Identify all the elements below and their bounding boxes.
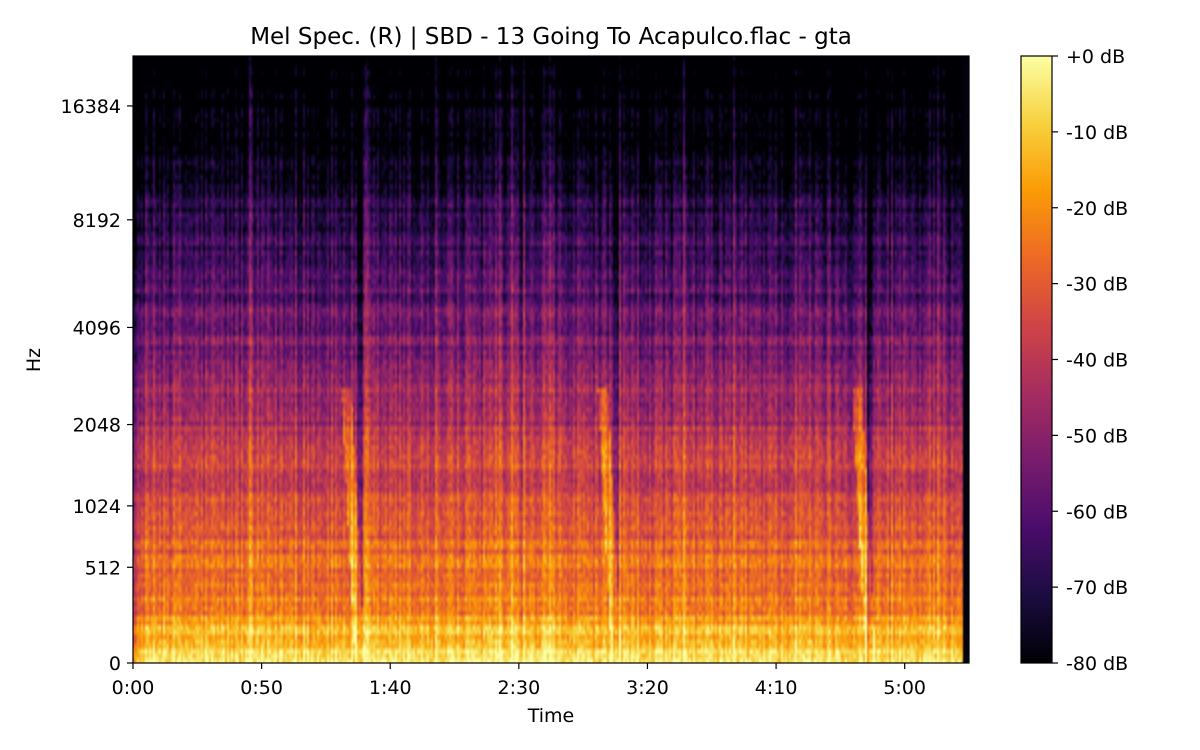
colorbar: +0 dB -10 dB -20 dB -30 dB -40 dB -50 dB -60 d… bbox=[1020, 46, 1128, 675]
x-tick-label: 3:20 bbox=[626, 677, 669, 699]
colorbar-tick-label: +0 dB bbox=[1066, 46, 1125, 68]
y-tick-label: 0 bbox=[109, 653, 121, 675]
colorbar-ticks: +0 dB -10 dB -20 dB -30 dB -40 dB -50 dB -60 d… bbox=[1052, 46, 1128, 675]
x-axis-label: Time bbox=[527, 705, 575, 727]
chart-title: Mel Spec. (R) | SBD - 13 Going To Acapul… bbox=[250, 24, 852, 50]
x-tick-label: 1:40 bbox=[369, 677, 412, 699]
y-tick-label: 8192 bbox=[73, 210, 121, 232]
plot-frame bbox=[132, 55, 970, 664]
spectrogram-heatmap bbox=[133, 56, 969, 663]
spectrogram-plot-area bbox=[132, 55, 970, 664]
colorbar-tick-label: -20 dB bbox=[1066, 198, 1128, 220]
y-axis-label: Hz bbox=[23, 348, 45, 372]
y-tick-label: 1024 bbox=[73, 496, 121, 518]
y-tick-label: 512 bbox=[85, 557, 121, 579]
x-axis: 0:00 0:50 1:40 2:30 3:20 4:10 5:00 bbox=[112, 663, 926, 699]
colorbar-tick-label: -60 dB bbox=[1066, 501, 1128, 523]
colorbar-tick-label: -10 dB bbox=[1066, 122, 1128, 144]
y-axis: 0 512 1024 2048 4096 8192 16384 bbox=[61, 96, 133, 675]
y-tick-label: 4096 bbox=[73, 317, 121, 339]
colorbar-tick-label: -50 dB bbox=[1066, 425, 1128, 447]
x-tick-label: 2:30 bbox=[498, 677, 541, 699]
colorbar-gradient bbox=[1020, 55, 1053, 664]
colorbar-tick-label: -70 dB bbox=[1066, 577, 1128, 599]
y-tick-label: 2048 bbox=[73, 415, 121, 437]
x-tick-label: 0:00 bbox=[112, 677, 155, 699]
x-tick-label: 5:00 bbox=[883, 677, 926, 699]
colorbar-tick-label: -30 dB bbox=[1066, 274, 1128, 296]
colorbar-tick-label: -40 dB bbox=[1066, 350, 1128, 372]
colorbar-tick-label: -80 dB bbox=[1066, 653, 1128, 675]
y-tick-label: 16384 bbox=[61, 96, 121, 118]
x-tick-label: 4:10 bbox=[755, 677, 798, 699]
x-tick-label: 0:50 bbox=[240, 677, 283, 699]
